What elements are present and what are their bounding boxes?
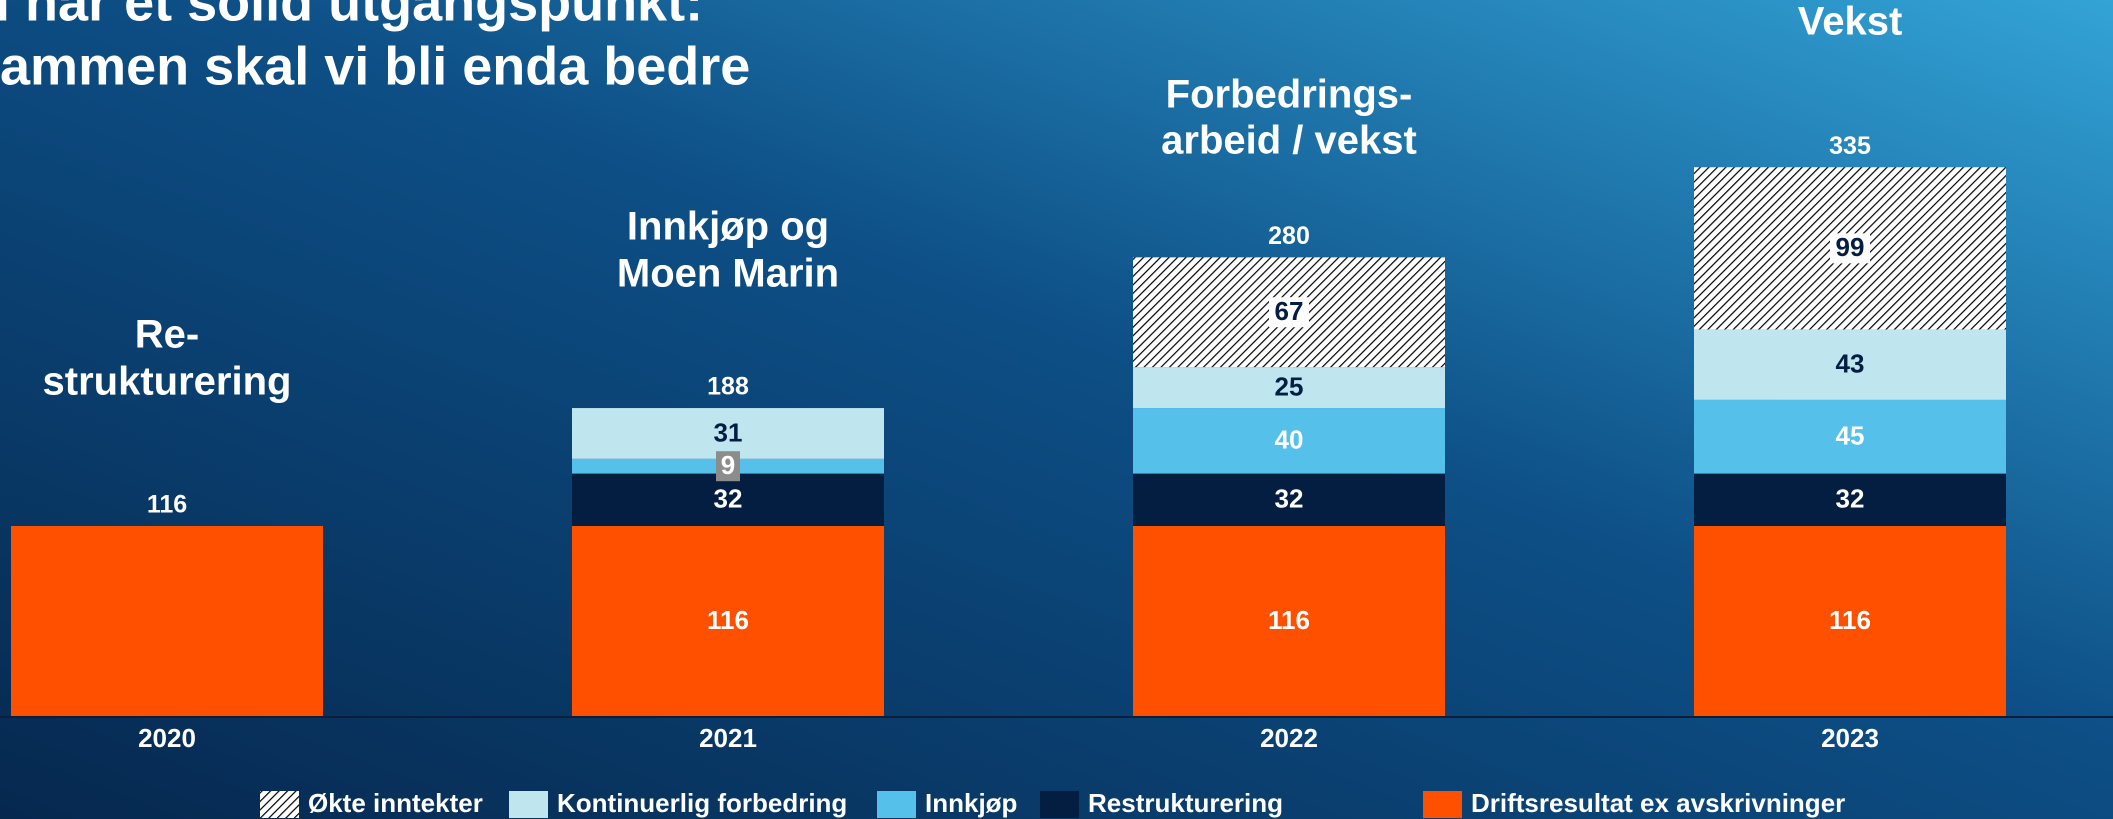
segment-label: 67 <box>1275 296 1304 326</box>
segment-label: 43 <box>1836 349 1865 379</box>
annotation: strukturering <box>43 360 292 404</box>
legend-swatch <box>877 791 916 818</box>
bar-segment <box>1694 525 2006 716</box>
segment-label: 25 <box>1275 371 1304 401</box>
bar-segment <box>1133 408 1445 474</box>
x-tick-label: 2021 <box>699 723 757 753</box>
bar-segment <box>572 525 884 716</box>
segment-label: 40 <box>1275 425 1304 455</box>
legend-swatch <box>260 791 299 818</box>
segment-label: 116 <box>707 605 749 635</box>
annotation: Re- <box>135 313 199 357</box>
bar-segment <box>1133 525 1445 716</box>
title-line: Sammen skal vi bli enda bedre <box>0 36 750 96</box>
bar-segment <box>1133 473 1445 526</box>
x-tick-label: 2022 <box>1260 723 1318 753</box>
legend-label: Kontinuerlig forbedring <box>557 788 847 818</box>
annotation: Forbedrings- <box>1166 73 1413 117</box>
x-tick-label: 2023 <box>1821 723 1879 753</box>
total-label: 280 <box>1268 222 1310 250</box>
segment-label: 32 <box>1836 484 1865 514</box>
legend-swatch <box>509 791 548 818</box>
segment-label: 99 <box>1836 232 1865 262</box>
annotation: Innkjøp og <box>627 205 829 249</box>
x-tick-label: 2020 <box>138 723 196 753</box>
legend-label: Driftsresultat ex avskrivninger <box>1471 788 1845 818</box>
bar-segment <box>1694 329 2006 400</box>
annotation: Vekst <box>1798 0 1903 44</box>
segment-label: 116 <box>1268 605 1310 635</box>
label-box <box>1830 233 1870 264</box>
legend-label: Restrukturering <box>1088 788 1283 818</box>
total-label: 188 <box>707 373 749 401</box>
segment-label: 116 <box>1829 605 1871 635</box>
label-box <box>1269 297 1309 328</box>
segment-label: 32 <box>1275 484 1304 514</box>
legend-label: Innkjøp <box>925 788 1017 818</box>
legend-label: Økte inntekter <box>308 788 483 818</box>
bar-segment <box>11 525 323 716</box>
title-line: Vi har et solid utgangspunkt: <box>0 0 703 32</box>
annotation: arbeid / vekst <box>1161 119 1417 163</box>
annotation: Moen Marin <box>617 252 839 296</box>
legend-swatch <box>1423 791 1462 818</box>
bar-segment <box>572 408 884 459</box>
segment-label: 45 <box>1836 421 1865 451</box>
legend-swatch <box>1040 791 1079 818</box>
segment-label: 32 <box>714 484 743 514</box>
bar-segment <box>1133 367 1445 409</box>
total-label: 335 <box>1829 132 1871 160</box>
bar-segment <box>1694 399 2006 474</box>
segment-label: 31 <box>714 417 743 447</box>
bar-segment <box>1694 473 2006 526</box>
bar-segment <box>572 473 884 526</box>
segment-label: 9 <box>721 450 735 480</box>
label-box <box>716 451 740 482</box>
total-label: 116 <box>147 491 187 519</box>
